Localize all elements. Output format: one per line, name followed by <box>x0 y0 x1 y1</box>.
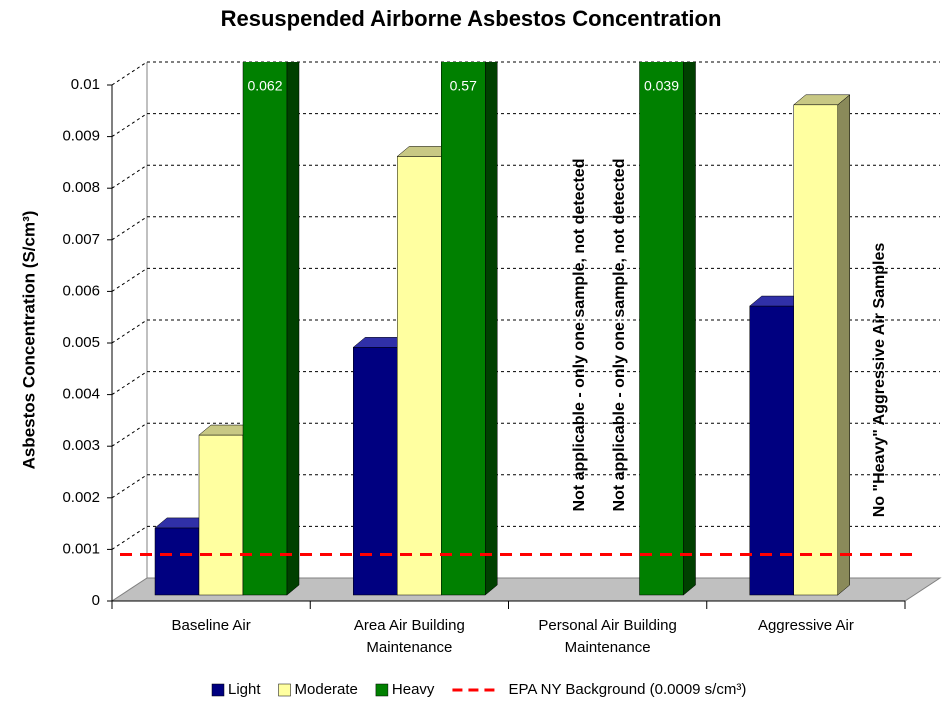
legend-label: Light <box>228 681 261 698</box>
y-tick-label: 0.008 <box>62 179 100 196</box>
grid-line <box>111 267 148 292</box>
y-tick-label: 0.002 <box>62 489 100 506</box>
legend-label: Moderate <box>295 681 358 698</box>
annotation: Not applicable - only one sample, not de… <box>571 159 588 512</box>
annotation: Not applicable - only one sample, not de… <box>611 159 628 512</box>
data-label: 0.062 <box>247 78 282 94</box>
bar-side <box>683 62 696 596</box>
y-tick-label: 0.005 <box>62 334 100 351</box>
x-tick-label: Personal Air Building Maintenance <box>538 617 677 656</box>
legend-swatch <box>375 683 389 697</box>
grid-line <box>111 61 148 86</box>
x-tick-label: Baseline Air <box>171 617 251 634</box>
bar-side <box>286 62 300 596</box>
annotation: No "Heavy" Aggressive Air Samples <box>871 243 888 518</box>
bar-front <box>397 156 442 596</box>
legend-swatch <box>211 683 225 697</box>
data-label: 0.57 <box>450 78 477 94</box>
legend-label: EPA NY Background (0.0009 s/cm³) <box>508 681 746 698</box>
bar-front <box>242 62 288 596</box>
bar-front <box>198 434 244 596</box>
bar-top <box>793 94 851 106</box>
legend-swatch <box>278 683 291 697</box>
y-tick-label: 0.009 <box>62 128 100 145</box>
x-tick-label: Area Air Building Maintenance <box>353 617 465 656</box>
legend-label: Heavy <box>392 681 435 698</box>
bar-front <box>793 104 838 596</box>
bar-front <box>154 527 200 596</box>
bar-side <box>837 94 850 596</box>
grid-line <box>111 164 148 189</box>
bar-side <box>485 62 498 596</box>
data-label: 0.039 <box>644 78 679 94</box>
grid-line <box>111 474 148 499</box>
grid-line <box>111 422 148 447</box>
x-tick-label: Aggressive Air <box>757 617 854 634</box>
grid-line <box>111 216 148 241</box>
bar-front <box>353 347 398 596</box>
y-tick-label: 0.001 <box>62 540 100 557</box>
bars <box>154 62 851 596</box>
bar-front <box>749 305 794 596</box>
y-tick-label: 0.004 <box>62 386 100 403</box>
y-tick-label: 0 <box>92 592 100 609</box>
grid-line <box>111 371 148 396</box>
y-axis-label: Asbestos Concentration (S/cm³) <box>19 211 38 470</box>
grid-line <box>111 319 148 344</box>
y-tick-label: 0.007 <box>62 231 100 248</box>
chart-title: Resuspended Airborne Asbestos Concentrat… <box>221 6 722 31</box>
y-tick-label: 0.006 <box>62 282 100 299</box>
bar-front <box>441 62 486 596</box>
bar-front <box>639 62 684 596</box>
grid-line <box>111 525 148 550</box>
grid-line <box>111 113 148 138</box>
y-tick-label: 0.003 <box>62 437 100 454</box>
y-tick-label: 0.01 <box>71 76 100 93</box>
